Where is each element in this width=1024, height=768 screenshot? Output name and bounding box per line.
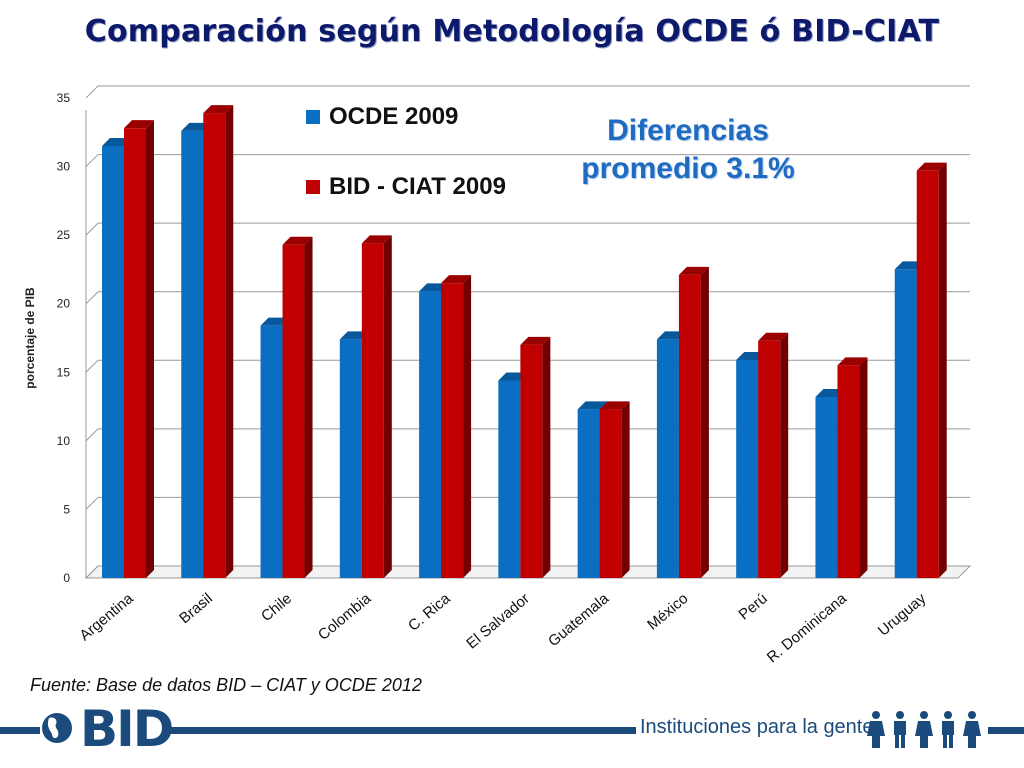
bar-bid-ciat-c-rica — [441, 275, 472, 578]
grid-diagonal — [85, 222, 99, 236]
bar-chart: 0 5 10 15 20 25 30 35 porcentaje de PIB Argentina… — [23, 85, 972, 667]
legend-swatch-bid-ciat — [306, 180, 320, 194]
legend-item-bid-ciat: BID - CIAT 2009 — [306, 173, 506, 201]
bar-bid-ciat-r-dominicana — [837, 357, 868, 578]
footer-bar-middle — [170, 727, 636, 734]
grid-diagonal — [85, 497, 99, 510]
x-tick-label: Brasil — [176, 590, 216, 627]
footer-bar-right — [988, 727, 1024, 734]
y-tick-label: 25 — [57, 228, 71, 242]
bar-bid-ciat-brasil — [203, 105, 234, 578]
y-tick-label: 0 — [63, 571, 70, 585]
legend-item-ocde: OCDE 2009 — [306, 103, 458, 131]
bar-bid-ciat-uruguay — [916, 162, 947, 578]
y-tick-label: 15 — [57, 365, 71, 379]
bar-bid-ciat-m-xico — [678, 266, 709, 578]
legend-label-ocde: OCDE 2009 — [329, 103, 459, 130]
x-tick-label: Colombia — [315, 590, 375, 644]
bar-bid-ciat-guatemala — [599, 401, 630, 578]
x-tick-label: C. Rica — [405, 590, 454, 635]
difference-annotation-line1: Diferencias — [607, 114, 769, 147]
bar-bid-ciat-el-salvador — [520, 336, 551, 578]
grid-diagonal — [85, 428, 99, 442]
bar-bid-ciat-chile — [282, 236, 313, 578]
bar-bid-ciat-colombia — [361, 235, 392, 578]
legend-swatch-ocde — [306, 110, 320, 124]
x-tick-label: Perú — [736, 590, 771, 623]
x-tick-label: Guatemala — [545, 590, 613, 651]
x-tick-label: El Salvador — [463, 590, 533, 652]
y-axis-label: porcentaje de PIB — [23, 287, 37, 389]
grid-diagonal — [85, 359, 99, 373]
grid-diagonal — [85, 85, 99, 99]
grid-diagonal — [85, 565, 99, 579]
people-icon — [867, 711, 981, 748]
difference-annotation: Diferencias promedio 3.1% — [548, 112, 828, 188]
bar-bid-ciat-per- — [758, 332, 789, 578]
x-tick-label: Uruguay — [875, 590, 930, 640]
difference-annotation-line2: promedio 3.1% — [581, 152, 795, 185]
legend-label-bid-ciat: BID - CIAT 2009 — [329, 173, 506, 200]
bid-globe-icon — [42, 713, 72, 743]
source-note: Fuente: Base de datos BID – CIAT y OCDE … — [30, 675, 422, 695]
x-tick-label: R. Dominicana — [764, 590, 851, 667]
y-tick-label: 20 — [57, 297, 71, 311]
x-tick-label: Chile — [258, 590, 295, 625]
bar-bid-ciat-argentina — [124, 120, 154, 579]
x-tick-label: Argentina — [76, 590, 137, 645]
y-tick-label: 5 — [63, 502, 70, 516]
footer-bar-left — [0, 727, 40, 734]
y-tick-label: 10 — [57, 434, 71, 448]
footer-tagline: Instituciones para la gente — [640, 716, 874, 738]
y-tick-label: 35 — [57, 91, 71, 105]
bid-logo-text: BID — [80, 700, 174, 758]
x-tick-label: México — [644, 590, 691, 634]
grid-diagonal — [85, 154, 99, 167]
page-title: Comparación según Metodología OCDE ó BID… — [84, 14, 940, 49]
grid-diagonal — [85, 291, 99, 305]
y-tick-label: 30 — [57, 160, 71, 174]
